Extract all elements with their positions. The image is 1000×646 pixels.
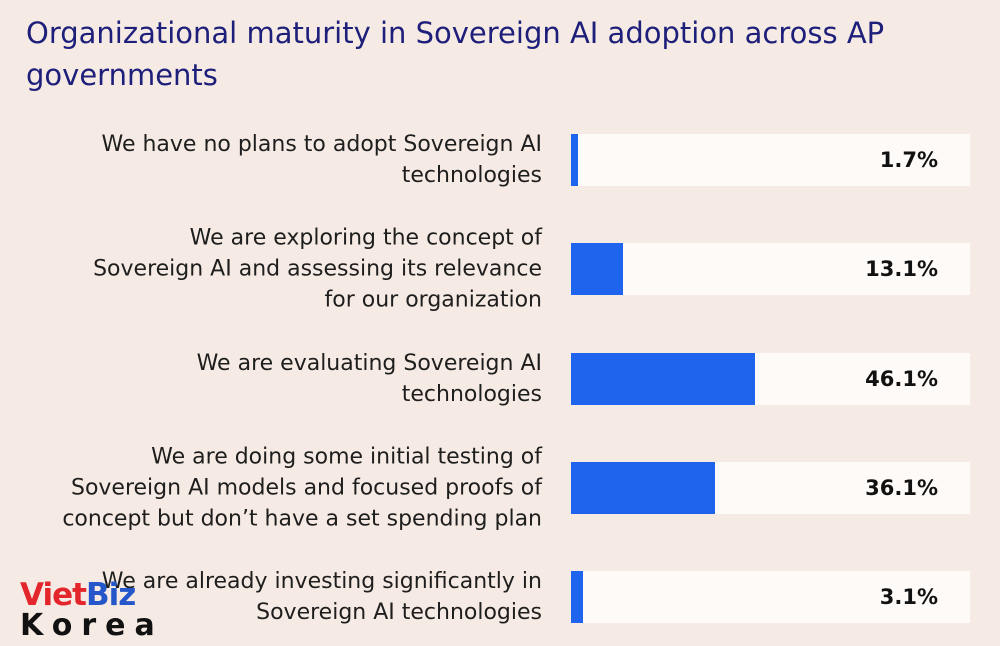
- bar: [571, 243, 624, 295]
- chart-title: Organizational maturity in Sovereign AI …: [26, 16, 885, 92]
- category-label: We are exploring the concept of Sovereign…: [93, 225, 542, 313]
- bar-track: 1.7%: [571, 134, 970, 186]
- bar-track: 13.1%: [571, 243, 970, 295]
- bar: [571, 134, 578, 186]
- data-label: 1.7%: [879, 148, 938, 172]
- logo-line-1: VietBiz: [20, 577, 136, 613]
- data-label: 13.1%: [865, 257, 938, 281]
- vietbiz-korea-logo: VietBiz Korea: [20, 578, 180, 644]
- bar: [571, 462, 716, 514]
- category-label: We are doing some initial testing of Sove…: [62, 444, 542, 532]
- category-label: We are already investing significantly i…: [101, 569, 542, 625]
- bar-track: 46.1%: [571, 353, 970, 405]
- category-label: We are evaluating Sovereign AI technologi…: [196, 351, 542, 407]
- bar: [571, 571, 584, 623]
- data-label: 3.1%: [879, 585, 938, 609]
- bar: [571, 353, 755, 405]
- bar-track: 36.1%: [571, 462, 970, 514]
- data-label: 36.1%: [865, 476, 938, 500]
- category-label: We have no plans to adopt Sovereign AI te…: [101, 132, 542, 188]
- logo-line-2: Korea: [20, 608, 164, 643]
- data-label: 46.1%: [865, 367, 938, 391]
- bar-track: 3.1%: [571, 571, 970, 623]
